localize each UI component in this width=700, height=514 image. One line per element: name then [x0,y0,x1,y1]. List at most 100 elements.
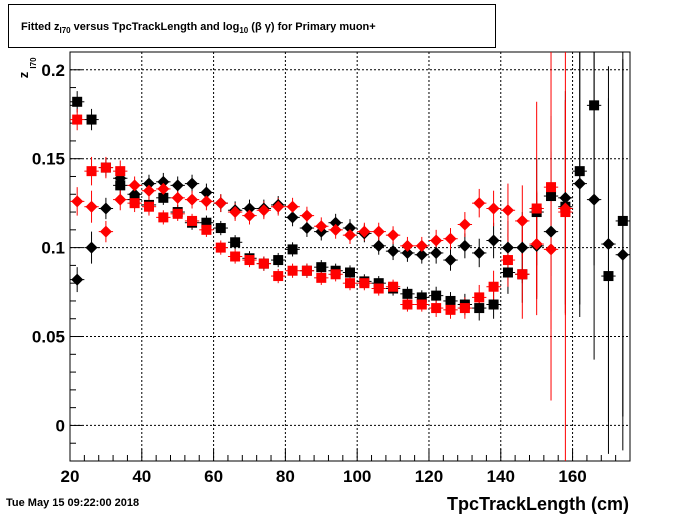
data-point-diamond [616,248,629,261]
data-point-diamond [501,241,514,254]
data-point-diamond [458,239,471,252]
data-point-square [402,299,413,310]
tick-labels: 20 40 60 80 100 120 140 160 0 0.05 0.1 0.15 0.2 [32,61,587,486]
data-point-square [345,267,355,278]
data-point-diamond [430,234,443,247]
data-point-diamond [430,246,443,259]
data-point-diamond [286,200,299,213]
data-point-square [359,278,370,289]
data-point-diamond [516,214,529,227]
data-point-square [230,251,241,262]
data-point-square [172,208,183,219]
data-point-square [546,182,557,193]
data-point-diamond [142,184,155,197]
data-point-square [502,255,513,266]
y-tick-label: 0.15 [32,150,65,169]
title-subscript: I70 [59,26,71,36]
data-point-diamond [99,202,112,215]
data-point-square [158,212,169,223]
data-point-square [431,303,442,314]
data-point-diamond [415,239,428,252]
data-point-square [345,278,355,289]
data-point-square [373,283,384,294]
data-point-square [531,203,542,214]
data-point-square [129,198,140,209]
data-point-diamond [128,179,141,192]
data-point-square [230,237,241,248]
data-point-square [445,295,456,306]
data-point-square [617,215,628,226]
data-point-diamond [588,193,601,206]
x-axis-label: TpcTrackLength (cm) [447,494,629,514]
y-axis-label: z I70 [16,57,38,78]
y-tick-label: 0.2 [41,61,65,80]
data-point-square [517,269,528,280]
data-point-square [431,290,442,301]
data-point-square [215,242,226,253]
data-point-square [316,272,327,283]
data-point-square [330,269,341,280]
data-point-diamond [157,182,170,195]
data-point-diamond [487,202,500,215]
data-point-diamond [85,200,98,213]
data-point-square [72,96,83,107]
data-point-square [402,288,413,299]
data-point-diamond [501,204,514,217]
data-point-diamond [300,222,313,235]
data-point-square [459,303,470,314]
data-point-diamond [71,195,84,208]
data-point-square [115,166,126,177]
y-axis-label-z: z [16,71,31,78]
data-point-diamond [372,239,385,252]
title-text-part: Fitted z [21,21,60,33]
x-tick-label: 120 [415,467,443,486]
data-point-square [273,255,284,266]
x-tick-label: 140 [487,467,515,486]
data-point-square [244,255,255,266]
data-point-diamond [142,177,155,190]
data-point-diamond [272,200,285,213]
data-point-diamond [401,239,414,252]
data-point-square [287,265,298,276]
data-point-square [273,271,284,282]
y-tick-label: 0.1 [41,239,65,258]
data-point-diamond [243,209,256,222]
timestamp: Tue May 15 09:22:00 2018 [6,497,140,509]
y-axis-label-sub: I70 [29,57,38,69]
data-point-diamond [602,238,615,251]
data-point-square [373,278,384,289]
data-point-square [115,180,126,191]
data-point-diamond [559,191,572,204]
data-point-square [215,223,226,234]
title-text-part: versus TpcTrackLength and log [70,21,240,33]
data-point-diamond [114,193,127,206]
x-tick-label: 160 [558,467,586,486]
data-point-diamond [415,248,428,261]
y-tick-label: 0.05 [32,328,65,347]
data-point-square [201,217,212,228]
data-point-square [316,262,327,273]
axis-ticks [69,51,631,462]
data-point-diamond [372,225,385,238]
data-point-square [201,224,212,235]
data-point-square [287,244,298,255]
title-subscript: 10 [239,26,249,36]
x-tick-label: 80 [276,467,295,486]
data-point-square [488,299,499,310]
data-point-square [589,100,600,111]
data-point-diamond [300,209,313,222]
plot-frame [69,51,631,462]
data-point-diamond [559,202,572,215]
data-point-diamond [545,243,558,256]
data-point-diamond [99,225,112,238]
data-point-diamond [344,222,356,235]
data-point-diamond [71,273,84,286]
data-point-diamond [200,195,213,208]
data-point-diamond [530,238,543,251]
data-point-square [546,191,557,202]
data-point-diamond [573,177,586,190]
y-tick-label: 0 [56,416,65,435]
data-point-diamond [186,193,199,206]
data-point-diamond [473,197,486,210]
